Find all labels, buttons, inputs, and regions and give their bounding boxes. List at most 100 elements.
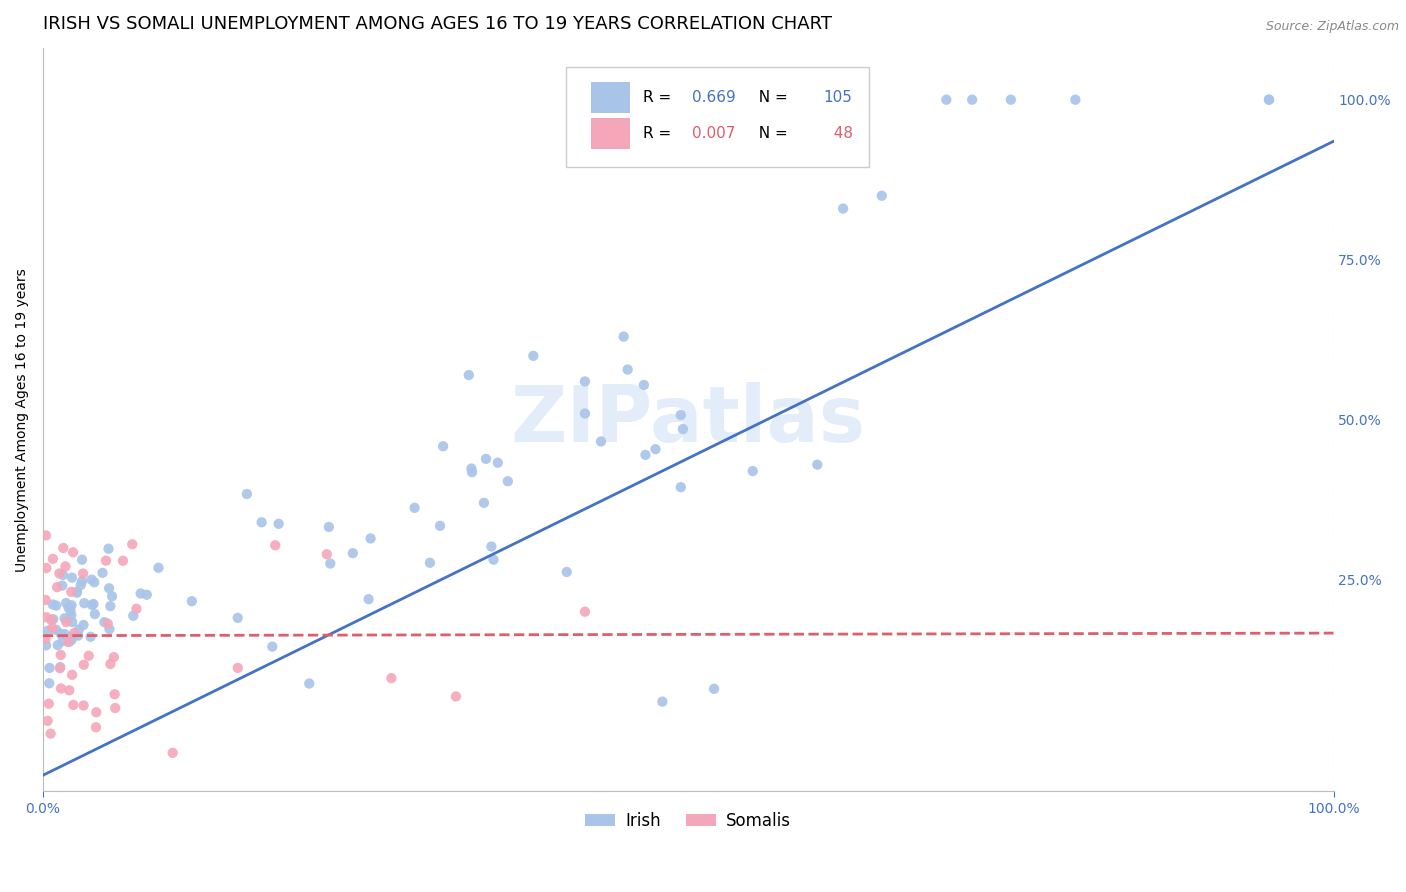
Point: [135, 588, 157, 602]
Point: [98, 657, 121, 671]
Point: [93, 615, 115, 630]
Point: [35, 610, 58, 624]
Y-axis label: Unemployment Among Ages 16 to 19 years: Unemployment Among Ages 16 to 19 years: [15, 268, 30, 572]
Point: [669, 480, 692, 494]
Point: [38, 661, 60, 675]
Point: [481, 540, 503, 554]
Point: [62, 545, 84, 559]
Point: [104, 701, 127, 715]
Point: [55, 559, 77, 574]
Point: [574, 605, 596, 619]
Point: [250, 516, 273, 530]
Text: R =: R =: [643, 126, 676, 141]
Point: [73, 657, 96, 672]
Point: [616, 362, 638, 376]
Point: [162, 746, 184, 760]
Point: [67, 623, 90, 637]
Point: [475, 451, 498, 466]
Point: [84, 706, 107, 720]
Point: [34, 632, 56, 646]
Point: [669, 408, 692, 422]
Point: [41, 621, 63, 635]
Point: [80, 573, 103, 587]
Point: [60, 668, 83, 682]
Point: [121, 537, 143, 551]
Point: [1258, 93, 1281, 107]
Point: [70, 552, 93, 566]
Point: [318, 520, 340, 534]
Point: [429, 519, 451, 533]
Point: [935, 93, 957, 107]
Point: [37, 714, 59, 728]
Point: [634, 448, 657, 462]
Point: [651, 695, 673, 709]
Point: [103, 650, 125, 665]
Point: [53, 627, 76, 641]
Point: [226, 661, 249, 675]
Point: [226, 611, 249, 625]
Text: N =: N =: [749, 90, 793, 105]
FancyBboxPatch shape: [592, 82, 630, 113]
Point: [444, 690, 467, 704]
Point: [60, 615, 83, 629]
Point: [315, 547, 337, 561]
Point: [62, 698, 84, 712]
Point: [60, 584, 83, 599]
Point: [35, 561, 58, 575]
Point: [72, 618, 94, 632]
Point: [91, 566, 114, 580]
Text: IRISH VS SOMALI UNEMPLOYMENT AMONG AGES 16 TO 19 YEARS CORRELATION CHART: IRISH VS SOMALI UNEMPLOYMENT AMONG AGES …: [44, 15, 832, 33]
Point: [111, 554, 134, 568]
Point: [59, 604, 82, 618]
Point: [262, 640, 284, 654]
Point: [486, 456, 509, 470]
Point: [574, 375, 596, 389]
Point: [98, 622, 121, 636]
Point: [38, 697, 60, 711]
Point: [555, 565, 578, 579]
Point: [58, 600, 80, 615]
Point: [62, 630, 84, 644]
Text: Source: ZipAtlas.com: Source: ZipAtlas.com: [1265, 20, 1399, 33]
Point: [60, 632, 83, 647]
Point: [70, 574, 93, 589]
Text: 48: 48: [824, 126, 852, 141]
Point: [51, 579, 73, 593]
Point: [46, 580, 69, 594]
Point: [97, 616, 120, 631]
Point: [72, 698, 94, 713]
Point: [460, 461, 482, 475]
Point: [404, 500, 426, 515]
Point: [42, 612, 65, 626]
Point: [298, 676, 321, 690]
Point: [98, 581, 121, 595]
Point: [589, 434, 612, 449]
Point: [104, 687, 127, 701]
Point: [83, 575, 105, 590]
Point: [49, 627, 72, 641]
Point: [49, 660, 72, 674]
Point: [633, 378, 655, 392]
Point: [870, 188, 893, 202]
Point: [48, 566, 70, 581]
Text: 0.669: 0.669: [692, 90, 735, 105]
Point: [82, 597, 104, 611]
Point: [49, 648, 72, 662]
Point: [45, 599, 67, 613]
Point: [342, 546, 364, 560]
Point: [35, 528, 58, 542]
Point: [125, 602, 148, 616]
Point: [264, 538, 287, 552]
FancyBboxPatch shape: [592, 118, 630, 149]
Point: [148, 561, 170, 575]
Point: [38, 676, 60, 690]
Point: [129, 586, 152, 600]
Point: [79, 630, 101, 644]
Point: [461, 465, 484, 479]
Point: [472, 496, 495, 510]
Point: [806, 458, 828, 472]
Point: [69, 578, 91, 592]
Point: [94, 554, 117, 568]
Point: [644, 442, 666, 457]
Text: 0.007: 0.007: [692, 126, 735, 141]
